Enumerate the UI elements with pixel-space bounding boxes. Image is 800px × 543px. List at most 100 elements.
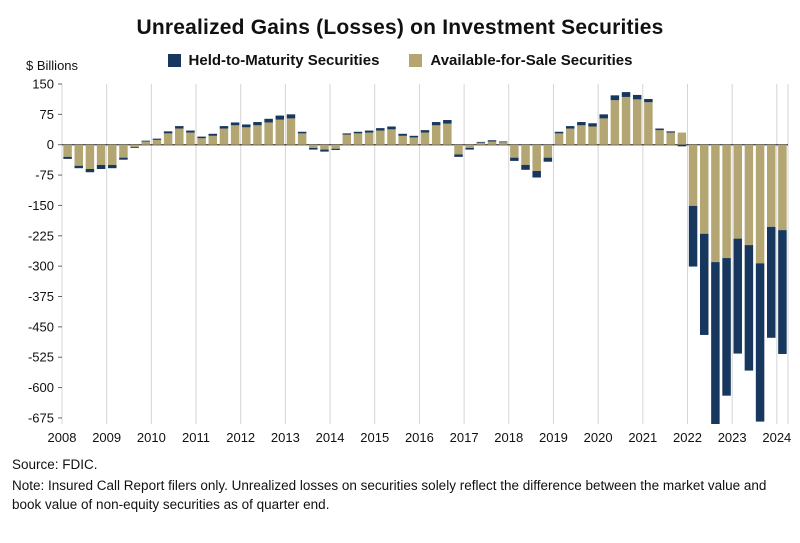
legend: Held-to-Maturity Securities Available-fo… <box>10 50 790 69</box>
y-tick-label: -375 <box>28 289 54 304</box>
chart-title: Unrealized Gains (Losses) on Investment … <box>136 16 664 39</box>
bar-htm-segment <box>599 114 608 119</box>
bar-htm-segment <box>476 141 486 143</box>
bar-htm-segment <box>275 115 285 120</box>
legend-item-htm: Held-to-Maturity Securities <box>167 52 380 69</box>
bar-htm-segment <box>521 164 530 170</box>
x-tick-label: 2017 <box>450 430 479 445</box>
bar-afs-segment <box>688 144 698 206</box>
bar-afs-segment <box>755 144 765 264</box>
bar-htm-segment <box>420 130 430 133</box>
x-tick-label: 2019 <box>539 430 568 445</box>
bar-afs-segment <box>253 125 262 145</box>
bar-afs-segment <box>733 144 742 239</box>
bar-afs-segment <box>275 119 285 145</box>
bar-afs-segment <box>610 100 620 145</box>
x-tick-label: 2015 <box>360 430 389 445</box>
bar-afs-segment <box>309 144 318 148</box>
bar-htm-segment <box>175 126 184 129</box>
bar-htm-segment <box>163 131 173 134</box>
bar-afs-segment <box>364 132 374 145</box>
bar-afs-segment <box>409 137 419 145</box>
y-tick-label: 150 <box>32 78 54 92</box>
bar-afs-segment <box>420 132 430 145</box>
bar-afs-segment <box>387 129 396 145</box>
bar-afs-segment <box>85 144 95 169</box>
bar-afs-segment <box>108 144 117 165</box>
bar-afs-segment <box>711 144 720 263</box>
bar-afs-segment <box>130 144 139 148</box>
bar-htm-segment <box>688 205 698 267</box>
bar-htm-segment <box>565 126 575 129</box>
bar-htm-segment <box>376 128 385 131</box>
bar-afs-segment <box>331 144 340 149</box>
bar-htm-segment <box>264 118 273 123</box>
bar-afs-segment <box>621 96 631 145</box>
footnotes: Source: FDIC. Note: Insured Call Report … <box>12 456 788 515</box>
x-tick-label: 2014 <box>316 430 345 445</box>
bar-afs-segment <box>498 142 508 145</box>
bar-htm-segment <box>621 92 631 97</box>
bar-afs-segment <box>208 135 218 145</box>
bar-afs-segment <box>510 144 519 158</box>
x-tick-label: 2010 <box>137 430 166 445</box>
bar-htm-segment <box>722 258 731 396</box>
bar-afs-segment <box>655 130 664 145</box>
bar-afs-segment <box>230 125 240 145</box>
bar-htm-segment <box>331 148 340 150</box>
bar-afs-segment <box>666 132 675 145</box>
bar-afs-segment <box>141 141 151 145</box>
bar-htm-segment <box>711 262 720 424</box>
y-tick-label: 0 <box>47 137 54 152</box>
x-tick-label: 2024 <box>762 430 791 445</box>
bar-afs-segment <box>353 133 363 145</box>
bar-htm-segment <box>387 126 396 130</box>
bar-afs-segment <box>565 128 575 145</box>
bar-htm-segment <box>119 157 128 160</box>
bar-htm-segment <box>767 226 776 338</box>
bar-afs-segment <box>376 130 385 145</box>
x-tick-label: 2022 <box>673 430 702 445</box>
bar-htm-segment <box>733 238 742 354</box>
bar-htm-segment <box>554 131 564 134</box>
x-tick-label: 2020 <box>584 430 613 445</box>
x-tick-label: 2021 <box>628 430 657 445</box>
y-tick-label: -75 <box>35 168 54 183</box>
bar-afs-segment <box>454 144 463 155</box>
y-tick-label: -150 <box>28 198 54 213</box>
source-note: Source: FDIC. <box>12 457 98 472</box>
bar-htm-segment <box>208 133 218 136</box>
x-tick-label: 2023 <box>718 430 747 445</box>
bar-afs-segment <box>186 132 195 145</box>
bar-htm-segment <box>253 122 262 126</box>
bar-htm-segment <box>778 230 787 354</box>
y-tick-label: -525 <box>28 350 54 365</box>
afs-swatch-icon <box>409 54 423 67</box>
bar-afs-segment <box>767 144 776 227</box>
y-tick-label: -600 <box>28 380 54 395</box>
bar-htm-segment <box>588 123 597 127</box>
y-tick-label: -225 <box>28 228 54 243</box>
bar-htm-segment <box>364 130 374 133</box>
x-tick-label: 2008 <box>48 430 77 445</box>
bar-htm-segment <box>543 157 553 162</box>
bar-htm-segment <box>744 245 754 371</box>
bar-htm-segment <box>186 130 195 133</box>
bar-afs-segment <box>744 144 754 246</box>
bar-htm-segment <box>342 133 352 135</box>
y-tick-label: 75 <box>40 107 54 122</box>
bar-afs-segment <box>521 144 530 165</box>
bar-htm-segment <box>230 122 240 126</box>
htm-swatch-icon <box>167 54 181 67</box>
legend-label-htm: Held-to-Maturity Securities <box>188 52 380 69</box>
x-tick-label: 2011 <box>182 430 210 445</box>
bar-htm-segment <box>108 164 117 169</box>
bar-htm-segment <box>532 171 541 178</box>
bar-htm-segment <box>74 165 83 169</box>
bar-afs-segment <box>443 123 452 145</box>
bar-htm-segment <box>510 157 519 161</box>
bar-htm-segment <box>431 122 441 126</box>
bar-htm-segment <box>465 147 474 150</box>
bar-afs-segment <box>465 144 474 148</box>
bar-afs-segment <box>677 132 687 145</box>
